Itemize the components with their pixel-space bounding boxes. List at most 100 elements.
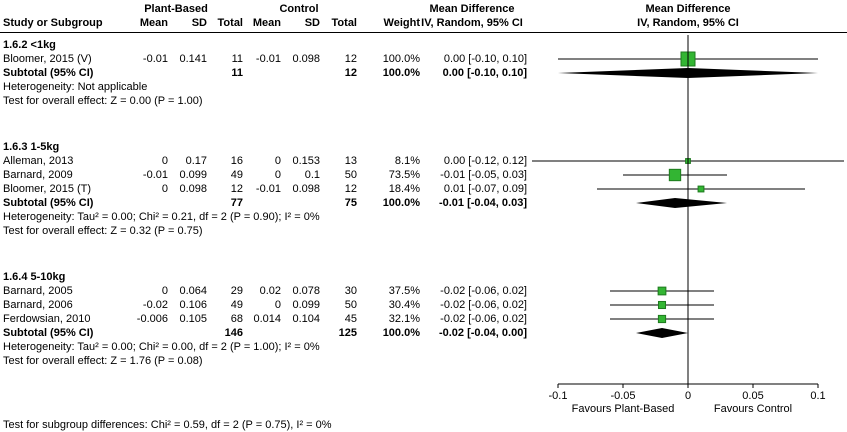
subtotal-diamond xyxy=(636,198,727,208)
total2: 45 xyxy=(344,313,357,325)
axis-tick-label: 0.1 xyxy=(810,390,825,402)
mean1: 0 xyxy=(161,155,168,167)
study-row: Barnard, 2006 -0.02 0.106 49 0 0.099 50 30.4% -0… xyxy=(0,298,847,312)
weight: 100.0% xyxy=(382,53,420,65)
subgroup-header-row: 1.6.4 5-10kg xyxy=(0,270,847,284)
total1: 49 xyxy=(230,299,243,311)
heterogeneity-row: Heterogeneity: Not applicable xyxy=(0,80,847,94)
weight: 8.1% xyxy=(394,155,420,167)
study-name: Barnard, 2006 xyxy=(3,299,73,311)
overall-effect-row: Test for overall effect: Z = 0.32 (P = 0… xyxy=(0,224,847,238)
heterogeneity-text: Heterogeneity: Tau² = 0.00; Chi² = 0.21,… xyxy=(3,211,320,223)
overall-effect-text: Test for overall effect: Z = 0.00 (P = 1… xyxy=(3,95,203,107)
study-row: Bloomer, 2015 (T) 0 0.098 12 -0.01 0.098 12 18.… xyxy=(0,182,847,196)
study-name: Barnard, 2009 xyxy=(3,169,73,181)
total1-column-header: Total xyxy=(217,17,243,29)
total2: 30 xyxy=(344,285,357,297)
weight: 18.4% xyxy=(388,183,420,195)
heterogeneity-text: Heterogeneity: Tau² = 0.00; Chi² = 0.00,… xyxy=(3,341,320,353)
total2: 50 xyxy=(344,299,357,311)
ci-text: -0.02 [-0.06, 0.02] xyxy=(440,299,527,311)
total1: 77 xyxy=(230,197,243,209)
sd2-column-header: SD xyxy=(304,17,320,29)
sd2: 0.153 xyxy=(292,155,320,167)
total2: 50 xyxy=(344,169,357,181)
total1: 16 xyxy=(230,155,243,167)
method-column-header: IV, Random, 95% CI xyxy=(421,17,523,29)
mean2: -0.01 xyxy=(255,53,281,65)
sd2: 0.098 xyxy=(292,183,320,195)
total1: 49 xyxy=(230,169,243,181)
subtotal-row: Subtotal (95% CI) 146 125 100.0% -0.02 [-0.0… xyxy=(0,326,847,340)
mean1-column-header: Mean xyxy=(139,17,168,29)
total1: 68 xyxy=(230,313,243,325)
overall-effect-text: Test for overall effect: Z = 0.32 (P = 0… xyxy=(3,225,203,237)
study-name: Alleman, 2013 xyxy=(3,155,74,167)
sd1: 0.064 xyxy=(179,285,207,297)
total2-column-header: Total xyxy=(331,17,357,29)
favours-left-label: Favours Plant-Based xyxy=(572,403,675,415)
sd2: 0.098 xyxy=(292,53,320,65)
sd2: 0.099 xyxy=(292,299,320,311)
effect-marker xyxy=(697,185,705,193)
mean-difference-column-header: Mean Difference xyxy=(429,3,515,15)
mean-difference-plot-header: Mean Difference xyxy=(645,3,731,15)
total2: 12 xyxy=(344,67,357,79)
overall-effect-text: Test for overall effect: Z = 1.76 (P = 0… xyxy=(3,355,203,367)
study-name: Ferdowsian, 2010 xyxy=(3,313,91,325)
weight-column-header: Weight xyxy=(383,17,420,29)
plant-based-group-header: Plant-Based xyxy=(144,3,208,15)
mean2: 0 xyxy=(274,299,281,311)
sd1: 0.17 xyxy=(185,155,207,167)
study-row: Barnard, 2009 -0.01 0.099 49 0 0.1 50 73.5% -0.0… xyxy=(0,168,847,182)
effect-marker xyxy=(668,168,682,182)
total1: 146 xyxy=(224,327,243,339)
sd1: 0.141 xyxy=(179,53,207,65)
sd1: 0.106 xyxy=(179,299,207,311)
total2: 75 xyxy=(344,197,357,209)
weight: 100.0% xyxy=(382,67,420,79)
mean1: -0.01 xyxy=(142,169,168,181)
total1: 29 xyxy=(230,285,243,297)
total2: 125 xyxy=(338,327,357,339)
total1: 12 xyxy=(230,183,243,195)
weight: 37.5% xyxy=(388,285,420,297)
study-row: Barnard, 2005 0 0.064 29 0.02 0.078 30 37.5% -0.… xyxy=(0,284,847,298)
sd2: 0.1 xyxy=(304,169,320,181)
subgroup-header-row: 1.6.3 1-5kg xyxy=(0,140,847,154)
favours-right-label: Favours Control xyxy=(714,403,792,415)
ci-text: 0.01 [-0.07, 0.09] xyxy=(443,183,527,195)
sd1-column-header: SD xyxy=(191,17,207,29)
study-row: Alleman, 2013 0 0.17 16 0 0.153 13 8.1% 0.00 [-0… xyxy=(0,154,847,168)
subgroup-header-row: 1.6.2 <1kg xyxy=(0,38,847,52)
sd1: 0.099 xyxy=(179,169,207,181)
mean2: 0 xyxy=(274,155,281,167)
header-divider xyxy=(0,32,847,33)
weight: 32.1% xyxy=(388,313,420,325)
ci-text: -0.02 [-0.06, 0.02] xyxy=(440,285,527,297)
effect-marker xyxy=(657,300,667,310)
subtotal-label: Subtotal (95% CI) xyxy=(3,197,94,209)
subtotal-row: Subtotal (95% CI) 11 12 100.0% 0.00 [-0.10, … xyxy=(0,66,847,80)
mean2: -0.01 xyxy=(255,183,281,195)
subgroup-label: 1.6.4 5-10kg xyxy=(3,271,66,283)
total2: 12 xyxy=(344,183,357,195)
heterogeneity-text: Heterogeneity: Not applicable xyxy=(3,81,148,93)
weight: 100.0% xyxy=(382,197,420,209)
subtotal-row: Subtotal (95% CI) 77 75 100.0% -0.01 [-0.04,… xyxy=(0,196,847,210)
method-plot-header: IV, Random, 95% CI xyxy=(637,17,739,29)
subgroup-difference-test: Test for subgroup differences: Chi² = 0.… xyxy=(3,419,332,431)
total2: 12 xyxy=(344,53,357,65)
mean1: -0.02 xyxy=(142,299,168,311)
study-row: Bloomer, 2015 (V) -0.01 0.141 11 -0.01 0.098 1… xyxy=(0,52,847,66)
sd2: 0.104 xyxy=(292,313,320,325)
sd1: 0.105 xyxy=(179,313,207,325)
weight: 100.0% xyxy=(382,327,420,339)
effect-marker xyxy=(657,314,667,324)
axis-tick-label: 0 xyxy=(685,390,691,402)
ci-text: -0.02 [-0.06, 0.02] xyxy=(440,313,527,325)
subtotal-diamond xyxy=(636,328,688,338)
weight: 30.4% xyxy=(388,299,420,311)
mean2: 0.02 xyxy=(259,285,281,297)
